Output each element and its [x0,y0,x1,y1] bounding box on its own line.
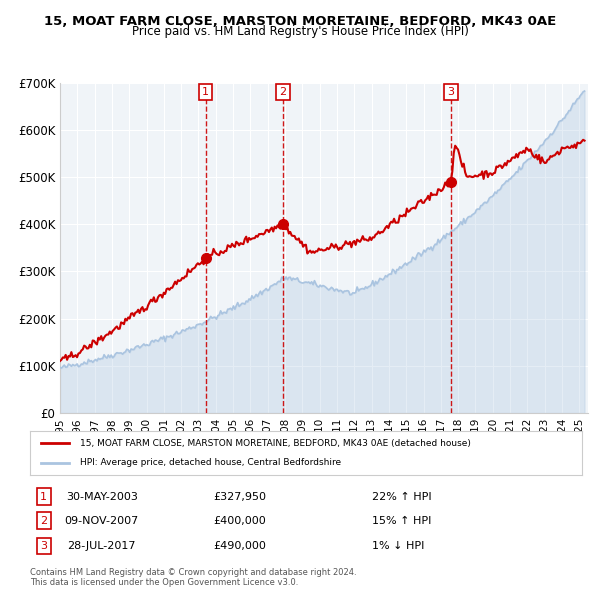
Text: £327,950: £327,950 [213,492,266,502]
Text: 09-NOV-2007: 09-NOV-2007 [65,516,139,526]
Text: 3: 3 [447,87,454,97]
Text: 30-MAY-2003: 30-MAY-2003 [66,492,137,502]
Text: £400,000: £400,000 [214,516,266,526]
Text: 15, MOAT FARM CLOSE, MARSTON MORETAINE, BEDFORD, MK43 0AE (detached house): 15, MOAT FARM CLOSE, MARSTON MORETAINE, … [80,438,470,448]
Text: 28-JUL-2017: 28-JUL-2017 [68,541,136,551]
Text: 1: 1 [40,492,47,502]
Text: 22% ↑ HPI: 22% ↑ HPI [372,492,432,502]
Text: Contains HM Land Registry data © Crown copyright and database right 2024.
This d: Contains HM Land Registry data © Crown c… [30,568,356,587]
Text: 2: 2 [40,516,47,526]
Text: 1% ↓ HPI: 1% ↓ HPI [372,541,425,551]
Text: 3: 3 [40,541,47,551]
Text: 2: 2 [279,87,286,97]
Text: HPI: Average price, detached house, Central Bedfordshire: HPI: Average price, detached house, Cent… [80,458,341,467]
Text: 1: 1 [202,87,209,97]
Text: 15, MOAT FARM CLOSE, MARSTON MORETAINE, BEDFORD, MK43 0AE: 15, MOAT FARM CLOSE, MARSTON MORETAINE, … [44,15,556,28]
Text: Price paid vs. HM Land Registry's House Price Index (HPI): Price paid vs. HM Land Registry's House … [131,25,469,38]
Text: 15% ↑ HPI: 15% ↑ HPI [372,516,431,526]
Text: £490,000: £490,000 [214,541,266,551]
